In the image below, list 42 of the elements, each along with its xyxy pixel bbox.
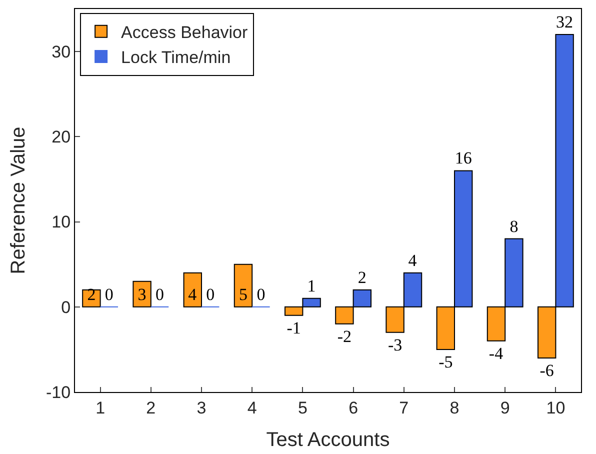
data-label: 0 bbox=[104, 284, 114, 304]
data-label: -4 bbox=[488, 344, 504, 363]
data-label: -6 bbox=[540, 360, 554, 380]
data-label: 16 bbox=[454, 148, 472, 168]
data-label: -1 bbox=[286, 318, 301, 338]
data-label: -2 bbox=[337, 326, 352, 346]
data-label: 0 bbox=[156, 284, 164, 304]
x-tick-label: 7 bbox=[399, 398, 409, 418]
y-axis-title: Reference Value bbox=[8, 126, 30, 274]
y-tick-label: 0 bbox=[61, 298, 71, 317]
data-label: 3 bbox=[138, 284, 146, 304]
data-label: 2 bbox=[358, 268, 366, 287]
legend-label: Lock Time/min bbox=[121, 48, 231, 68]
y-tick-label: -10 bbox=[46, 382, 71, 402]
bar bbox=[183, 272, 202, 308]
data-label: 32 bbox=[556, 12, 574, 32]
bar bbox=[234, 264, 253, 308]
x-tick-label: 2 bbox=[146, 398, 156, 418]
y-tick-label: 20 bbox=[52, 128, 71, 147]
y-tick-label: 30 bbox=[52, 42, 71, 62]
data-label: 5 bbox=[238, 284, 248, 304]
x-tick-label: 6 bbox=[348, 398, 358, 418]
data-label: 4 bbox=[188, 284, 198, 304]
x-tick-label: 4 bbox=[247, 398, 257, 418]
data-label: 0 bbox=[206, 284, 215, 304]
data-label: 8 bbox=[510, 216, 518, 236]
data-label: 0 bbox=[256, 284, 266, 304]
data-label: -5 bbox=[438, 352, 453, 372]
x-tick-label: 10 bbox=[546, 398, 566, 418]
x-axis-title: Test Accounts bbox=[266, 428, 390, 451]
legend-label: Access Behavior bbox=[121, 23, 248, 42]
data-label: -3 bbox=[388, 335, 402, 354]
x-tick-label: 5 bbox=[298, 398, 308, 418]
data-label: 1 bbox=[307, 276, 316, 296]
bar bbox=[132, 280, 152, 308]
bar bbox=[82, 289, 101, 308]
data-label: 4 bbox=[408, 250, 418, 270]
x-tick-label: 3 bbox=[196, 398, 206, 418]
x-tick-label: 9 bbox=[500, 398, 510, 418]
x-tick-label: 8 bbox=[450, 398, 460, 418]
y-tick-label: 10 bbox=[52, 212, 71, 232]
x-tick-label: 1 bbox=[96, 398, 106, 418]
